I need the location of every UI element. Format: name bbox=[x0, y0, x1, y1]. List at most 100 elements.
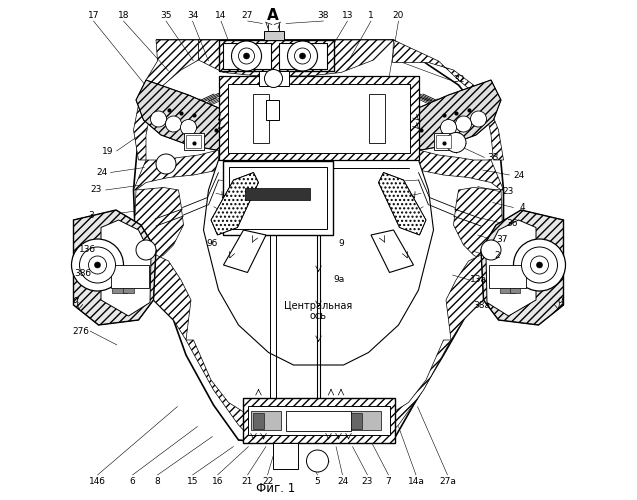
Text: 23: 23 bbox=[362, 476, 373, 486]
Text: 33: 33 bbox=[488, 153, 499, 162]
Text: ось: ось bbox=[310, 311, 327, 321]
Text: 24: 24 bbox=[96, 168, 107, 177]
Text: 38: 38 bbox=[318, 10, 329, 20]
Bar bbox=[243, 398, 395, 442]
Bar bbox=[251, 411, 281, 430]
Circle shape bbox=[89, 256, 106, 274]
Text: 34: 34 bbox=[187, 10, 198, 20]
Bar bbox=[266, 100, 278, 120]
Circle shape bbox=[136, 240, 156, 260]
Polygon shape bbox=[392, 40, 503, 160]
Circle shape bbox=[481, 240, 501, 260]
Polygon shape bbox=[199, 40, 394, 76]
Bar bbox=[124, 288, 134, 292]
Circle shape bbox=[231, 41, 262, 71]
Text: 23: 23 bbox=[503, 187, 514, 196]
Text: 9: 9 bbox=[338, 239, 344, 248]
Bar bbox=[436, 135, 451, 147]
Polygon shape bbox=[481, 210, 564, 325]
Text: А: А bbox=[267, 8, 278, 22]
Text: 4: 4 bbox=[520, 203, 526, 212]
Text: 23: 23 bbox=[91, 186, 102, 194]
Text: 38б: 38б bbox=[74, 270, 91, 278]
Circle shape bbox=[180, 120, 196, 136]
Bar bbox=[218, 76, 419, 160]
Bar bbox=[351, 412, 362, 428]
Polygon shape bbox=[378, 172, 426, 235]
Text: α: α bbox=[558, 295, 564, 305]
Text: 32: 32 bbox=[453, 76, 464, 84]
Text: 27a: 27a bbox=[439, 476, 456, 486]
Text: 5: 5 bbox=[315, 476, 320, 486]
Polygon shape bbox=[134, 188, 183, 261]
Polygon shape bbox=[211, 172, 259, 235]
Bar bbox=[227, 84, 410, 152]
Text: α: α bbox=[73, 295, 79, 305]
Bar bbox=[351, 411, 381, 430]
Bar bbox=[183, 132, 203, 150]
Bar bbox=[499, 288, 515, 292]
Circle shape bbox=[71, 239, 124, 291]
Circle shape bbox=[156, 154, 176, 174]
Text: 16: 16 bbox=[211, 476, 223, 486]
Bar bbox=[113, 288, 127, 292]
Bar bbox=[186, 135, 201, 147]
Bar bbox=[218, 40, 334, 71]
Polygon shape bbox=[134, 255, 191, 340]
Circle shape bbox=[536, 262, 543, 268]
Text: Фиг. 1: Фиг. 1 bbox=[256, 482, 296, 496]
Circle shape bbox=[441, 120, 457, 136]
Bar bbox=[218, 40, 334, 71]
Circle shape bbox=[446, 132, 466, 152]
Text: 37: 37 bbox=[497, 236, 508, 244]
Text: 24: 24 bbox=[513, 170, 524, 179]
Text: 1: 1 bbox=[368, 10, 374, 20]
Text: 9a: 9a bbox=[334, 276, 345, 284]
Text: 27б: 27б bbox=[73, 326, 89, 336]
Polygon shape bbox=[134, 150, 218, 190]
Circle shape bbox=[471, 111, 487, 127]
Polygon shape bbox=[401, 80, 501, 150]
Bar bbox=[264, 31, 283, 40]
Circle shape bbox=[306, 450, 329, 472]
Polygon shape bbox=[134, 40, 199, 160]
Polygon shape bbox=[203, 160, 434, 365]
Polygon shape bbox=[454, 188, 503, 261]
Circle shape bbox=[94, 262, 101, 268]
Polygon shape bbox=[73, 210, 156, 325]
Bar bbox=[248, 406, 390, 435]
Polygon shape bbox=[371, 230, 413, 272]
Text: 9б: 9б bbox=[206, 239, 217, 248]
Circle shape bbox=[522, 247, 557, 283]
Bar bbox=[218, 76, 419, 160]
Circle shape bbox=[238, 48, 255, 64]
Circle shape bbox=[455, 116, 471, 132]
Polygon shape bbox=[101, 220, 151, 316]
Text: 13б: 13б bbox=[79, 246, 96, 254]
Text: 22: 22 bbox=[262, 476, 273, 486]
Circle shape bbox=[166, 116, 182, 132]
Bar bbox=[222, 161, 333, 235]
Text: 21: 21 bbox=[242, 476, 253, 486]
Bar bbox=[510, 288, 520, 292]
Polygon shape bbox=[419, 150, 503, 190]
Polygon shape bbox=[446, 255, 503, 340]
Text: 19: 19 bbox=[102, 146, 113, 156]
Polygon shape bbox=[186, 340, 264, 442]
Circle shape bbox=[294, 48, 310, 64]
Text: Центральная: Центральная bbox=[284, 301, 353, 311]
Circle shape bbox=[80, 247, 115, 283]
Bar bbox=[278, 43, 327, 69]
Polygon shape bbox=[486, 220, 536, 316]
Text: 13a: 13a bbox=[470, 276, 487, 284]
Circle shape bbox=[531, 256, 548, 274]
Bar bbox=[222, 43, 271, 69]
Text: 3: 3 bbox=[89, 212, 94, 220]
Bar bbox=[273, 443, 297, 469]
Polygon shape bbox=[224, 230, 266, 272]
Polygon shape bbox=[134, 40, 503, 442]
Text: 14a: 14a bbox=[408, 476, 424, 486]
Text: 15: 15 bbox=[187, 476, 198, 486]
Circle shape bbox=[243, 53, 250, 59]
Bar bbox=[434, 132, 454, 150]
